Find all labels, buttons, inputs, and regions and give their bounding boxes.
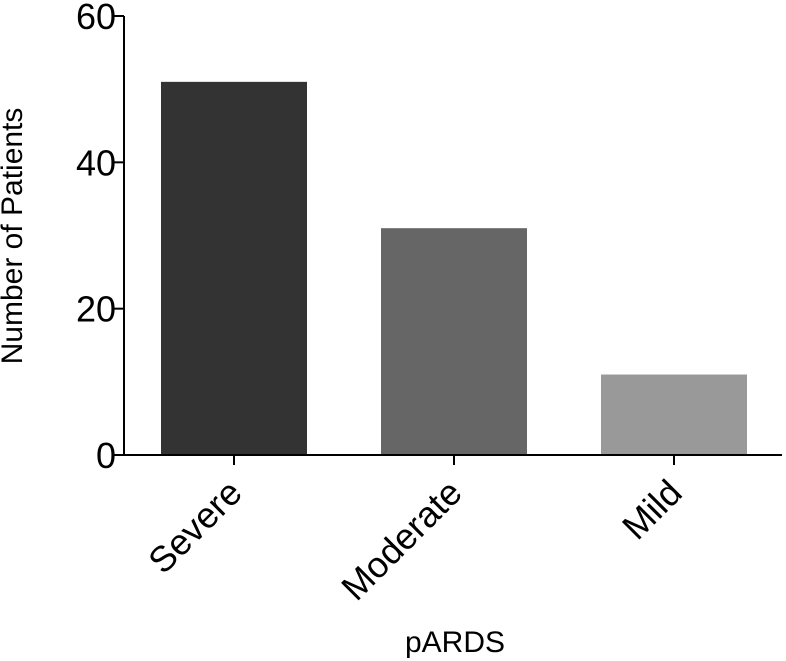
bar — [161, 81, 307, 455]
y-tick-label: 40 — [76, 142, 116, 183]
y-axis-label: Number of Patients — [0, 108, 29, 365]
bar — [381, 228, 527, 455]
x-tick-label: Mild — [614, 472, 690, 548]
y-tick-label: 0 — [96, 435, 116, 476]
x-tick-label: Severe — [140, 472, 250, 582]
y-tick-label: 60 — [76, 0, 116, 37]
x-axis-label: pARDS — [405, 626, 505, 659]
bar — [601, 374, 747, 455]
x-tick-label: Moderate — [333, 472, 470, 609]
y-tick-label: 20 — [76, 289, 116, 330]
